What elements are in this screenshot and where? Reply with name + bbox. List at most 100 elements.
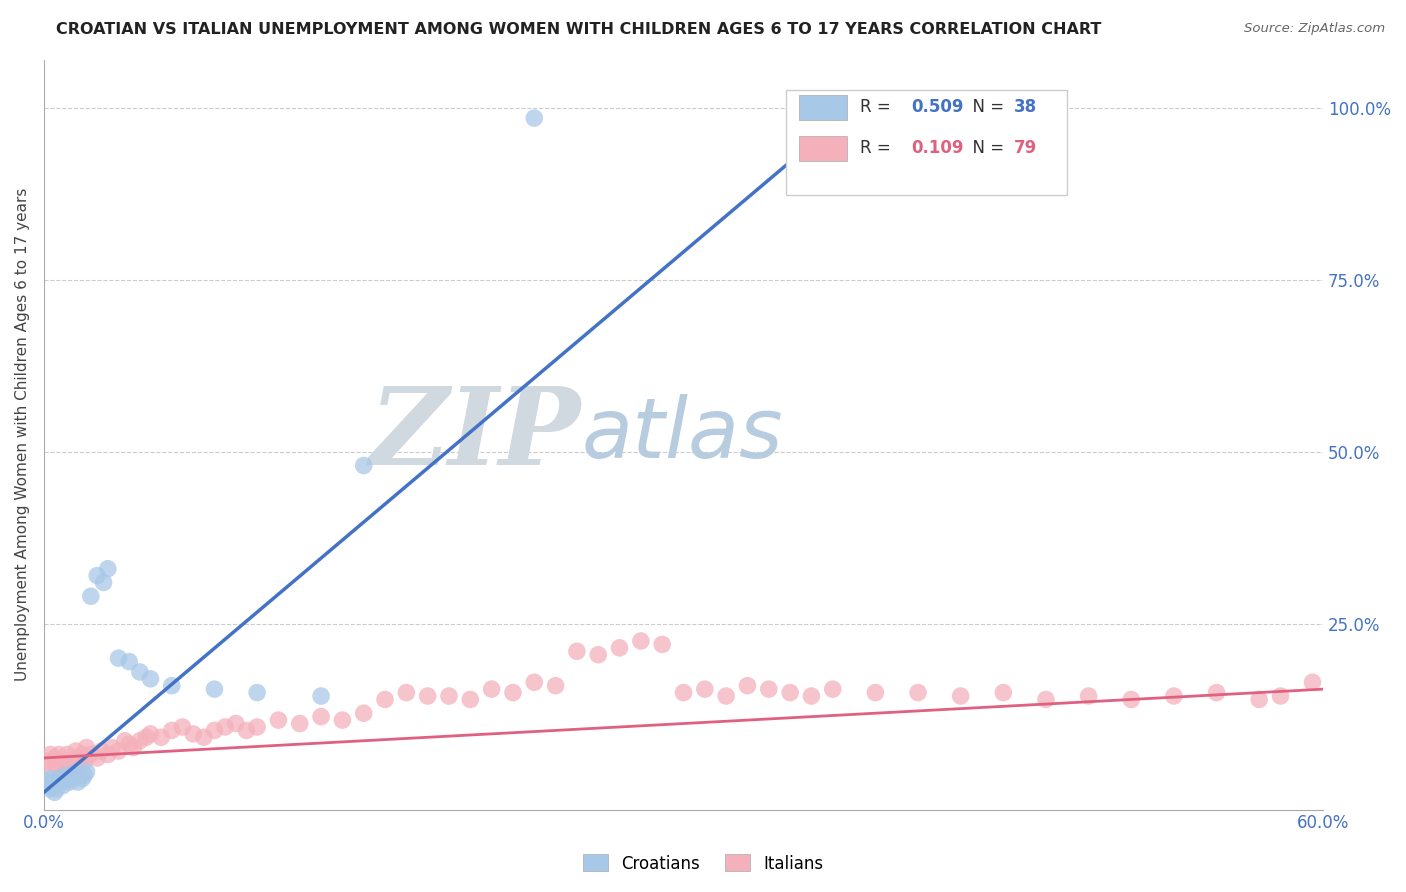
Point <box>86 751 108 765</box>
Point <box>246 685 269 699</box>
Point <box>52 764 75 779</box>
Point <box>309 709 332 723</box>
Point <box>309 689 332 703</box>
Point <box>332 713 354 727</box>
Point <box>565 644 588 658</box>
Point <box>651 637 673 651</box>
Point <box>65 744 87 758</box>
Point <box>76 764 98 779</box>
Point <box>44 785 66 799</box>
Point <box>60 761 83 775</box>
Point <box>1205 685 1227 699</box>
Point <box>53 757 76 772</box>
Point <box>97 747 120 762</box>
Point <box>1163 689 1185 703</box>
Text: Source: ZipAtlas.com: Source: ZipAtlas.com <box>1244 22 1385 36</box>
Point <box>246 720 269 734</box>
Point <box>907 685 929 699</box>
Text: R =: R = <box>860 139 896 157</box>
Point <box>586 648 609 662</box>
Point <box>139 672 162 686</box>
Point <box>72 747 94 762</box>
Text: 79: 79 <box>1014 139 1036 157</box>
Text: N =: N = <box>962 98 1010 116</box>
Text: N =: N = <box>962 139 1010 157</box>
Point <box>800 689 823 703</box>
Point <box>1121 692 1143 706</box>
Point <box>58 775 80 789</box>
Point <box>101 740 124 755</box>
Point <box>37 755 59 769</box>
Point <box>90 744 112 758</box>
Point <box>395 685 418 699</box>
Text: atlas: atlas <box>581 394 783 475</box>
Point <box>779 685 801 699</box>
Point <box>45 757 67 772</box>
Point <box>949 689 972 703</box>
Point <box>52 779 75 793</box>
Point <box>416 689 439 703</box>
Point <box>225 716 247 731</box>
Point <box>114 733 136 747</box>
Point <box>58 755 80 769</box>
Point <box>39 772 62 786</box>
Point <box>86 568 108 582</box>
Point <box>288 716 311 731</box>
Point <box>758 682 780 697</box>
Point <box>66 751 89 765</box>
Point <box>80 589 103 603</box>
Point <box>37 779 59 793</box>
Point <box>235 723 257 738</box>
Point <box>737 679 759 693</box>
Text: 38: 38 <box>1014 98 1036 116</box>
Point <box>842 111 865 125</box>
Point <box>49 775 72 789</box>
Point <box>437 689 460 703</box>
Point <box>48 747 70 762</box>
Point <box>44 751 66 765</box>
Point <box>1270 689 1292 703</box>
Point <box>35 775 58 789</box>
Point <box>1035 692 1057 706</box>
Point <box>204 682 226 697</box>
Point <box>714 689 737 703</box>
Point <box>39 747 62 762</box>
Point <box>76 740 98 755</box>
Point <box>49 755 72 769</box>
Point <box>48 772 70 786</box>
Point <box>118 655 141 669</box>
Point <box>214 720 236 734</box>
Point <box>97 562 120 576</box>
Point <box>993 685 1015 699</box>
Point <box>80 747 103 762</box>
Point <box>544 679 567 693</box>
Point <box>118 737 141 751</box>
Point <box>374 692 396 706</box>
FancyBboxPatch shape <box>799 95 848 120</box>
Point <box>45 781 67 796</box>
Point <box>204 723 226 738</box>
Point <box>865 685 887 699</box>
Point <box>353 458 375 473</box>
Point <box>160 723 183 738</box>
Point <box>609 640 631 655</box>
Point <box>502 685 524 699</box>
Point <box>69 757 91 772</box>
Point <box>41 761 63 775</box>
Point <box>44 779 66 793</box>
Point <box>181 727 204 741</box>
Point <box>53 768 76 782</box>
Point <box>150 731 173 745</box>
Point <box>1077 689 1099 703</box>
Point <box>122 740 145 755</box>
Text: 0.109: 0.109 <box>911 139 963 157</box>
Text: R =: R = <box>860 98 896 116</box>
Point <box>523 675 546 690</box>
Point <box>128 665 150 679</box>
Text: ZIP: ZIP <box>370 382 581 488</box>
Point <box>135 731 157 745</box>
Point <box>73 768 96 782</box>
Point <box>56 747 79 762</box>
Point <box>1249 692 1271 706</box>
Point <box>72 772 94 786</box>
